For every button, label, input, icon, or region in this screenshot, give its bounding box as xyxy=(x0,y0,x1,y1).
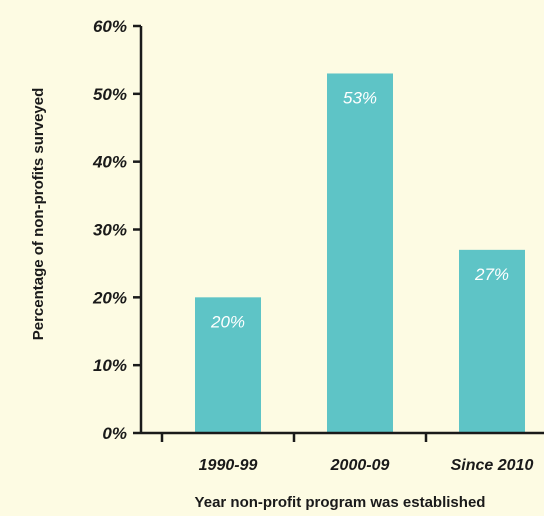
x-axis-title: Year non-profit program was established xyxy=(195,494,486,511)
y-tick-label: 50% xyxy=(93,85,127,104)
bar xyxy=(327,73,393,433)
bar xyxy=(459,249,525,433)
y-tick-label: 40% xyxy=(92,153,127,172)
bars: 20% 53% 27% xyxy=(195,73,525,433)
bar-value-label: 53% xyxy=(343,88,377,107)
x-axis-ticks: 1990-99 2000-09 Since 2010 xyxy=(160,433,534,474)
y-axis-title: Percentage of non-profits surveyed xyxy=(30,88,47,341)
x-tick-label: 2000-09 xyxy=(330,457,390,474)
y-tick-label: 0% xyxy=(102,424,127,443)
y-tick-label: 30% xyxy=(93,221,127,240)
x-tick-label: Since 2010 xyxy=(451,457,534,474)
bar-value-label: 20% xyxy=(210,312,245,331)
y-tick-label: 10% xyxy=(93,356,127,375)
y-tick-label: 60% xyxy=(93,17,127,36)
bar-value-label: 27% xyxy=(474,265,509,284)
y-axis-ticks: 0% 10% 20% 30% 40% 50% 60% xyxy=(92,17,141,443)
y-tick-label: 20% xyxy=(92,288,127,307)
bar xyxy=(195,297,261,433)
x-tick-label: 1990-99 xyxy=(199,457,258,474)
